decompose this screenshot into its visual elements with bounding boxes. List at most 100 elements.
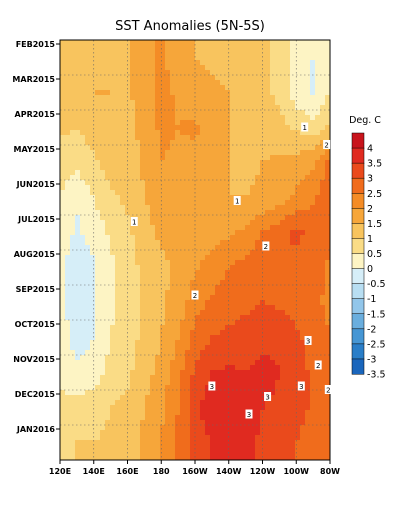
heat-cell <box>265 380 271 386</box>
heat-cell <box>220 100 226 106</box>
heat-cell <box>130 100 136 106</box>
heat-cell <box>275 230 281 236</box>
heat-cell <box>235 295 241 301</box>
heat-cell <box>115 415 121 421</box>
heat-cell <box>145 50 151 56</box>
heat-cell <box>255 90 261 96</box>
heat-cell <box>275 160 281 166</box>
colorbar-label: -1.5 <box>367 309 386 320</box>
heat-cell <box>70 285 76 291</box>
heat-cell <box>240 375 246 381</box>
heat-cell <box>175 415 181 421</box>
heat-cell <box>115 310 121 316</box>
heat-cell <box>285 405 291 411</box>
heat-cell <box>240 205 246 211</box>
heat-cell <box>140 80 146 86</box>
heat-cell <box>205 330 211 336</box>
heat-cell <box>130 105 136 111</box>
heat-cell <box>130 315 136 321</box>
heat-cell <box>305 140 311 146</box>
heat-cell <box>150 440 156 446</box>
heat-cell <box>260 135 266 141</box>
heat-cell <box>115 230 121 236</box>
heat-cell <box>230 420 236 426</box>
heat-cell <box>325 210 331 216</box>
heat-cell <box>130 395 136 401</box>
heat-cell <box>90 240 96 246</box>
heat-cell <box>220 55 226 61</box>
heat-cell <box>135 380 141 386</box>
heat-cell <box>310 120 316 126</box>
heat-cell <box>315 220 321 226</box>
heat-cell <box>185 215 191 221</box>
x-axis-ticks: 120E 140E 160E 180 160W 140W 120W 100W 80W <box>49 460 340 476</box>
heat-cell <box>190 235 196 241</box>
heat-cell <box>250 350 256 356</box>
heat-cell <box>135 350 141 356</box>
heat-cell <box>230 80 236 86</box>
heat-cell <box>195 160 201 166</box>
heat-cell <box>90 415 96 421</box>
heat-cell <box>175 370 181 376</box>
heat-cell <box>195 415 201 421</box>
heat-cell <box>320 210 326 216</box>
heat-cell <box>315 450 321 456</box>
heat-cell <box>115 320 121 326</box>
heat-cell <box>285 115 291 121</box>
heat-cell <box>265 385 271 391</box>
colorbar-swatch <box>351 193 365 209</box>
heat-cell <box>60 350 66 356</box>
heat-cell <box>240 160 246 166</box>
heat-cell <box>100 100 106 106</box>
heat-cell <box>150 275 156 281</box>
heat-cell <box>220 80 226 86</box>
heat-cell <box>165 70 171 76</box>
heat-cell <box>315 445 321 451</box>
heat-cell <box>200 65 206 71</box>
heat-cell <box>305 295 311 301</box>
heat-cell <box>155 365 161 371</box>
heat-cell <box>145 160 151 166</box>
heat-cell <box>100 250 106 256</box>
heat-cell <box>65 285 71 291</box>
heat-cell <box>110 70 116 76</box>
heat-cell <box>185 120 191 126</box>
heat-cell <box>200 290 206 296</box>
contour-label-box <box>323 140 331 149</box>
heat-cell <box>320 360 326 366</box>
heat-cell <box>295 165 301 171</box>
heat-cell <box>175 205 181 211</box>
y-tick-label: JUN2015 <box>16 180 56 189</box>
heat-cell <box>220 390 226 396</box>
heat-cell <box>180 175 186 181</box>
heat-cell <box>230 275 236 281</box>
heat-cell <box>170 435 176 441</box>
heat-cell <box>265 120 271 126</box>
heat-cell <box>200 165 206 171</box>
heat-cell <box>95 390 101 396</box>
heat-cell <box>210 290 216 296</box>
heat-cell <box>80 330 86 336</box>
heat-cell <box>285 205 291 211</box>
heat-cell <box>215 95 221 101</box>
heat-cell <box>220 290 226 296</box>
heat-cell <box>100 115 106 121</box>
heat-cell <box>310 175 316 181</box>
heat-cell <box>230 385 236 391</box>
heat-cell <box>240 250 246 256</box>
heat-cell <box>145 405 151 411</box>
heat-cell <box>210 100 216 106</box>
heat-cell <box>320 45 326 51</box>
colorbar-swatch <box>351 223 365 239</box>
heat-cell <box>300 400 306 406</box>
heat-cell <box>115 335 121 341</box>
heat-cell <box>180 70 186 76</box>
heat-cell <box>195 280 201 286</box>
heat-cell <box>150 115 156 121</box>
heat-cell <box>275 315 281 321</box>
heat-cell <box>185 265 191 271</box>
heat-cell <box>215 270 221 276</box>
heat-cell <box>170 370 176 376</box>
heat-cell <box>75 50 81 56</box>
heat-cell <box>320 125 326 131</box>
